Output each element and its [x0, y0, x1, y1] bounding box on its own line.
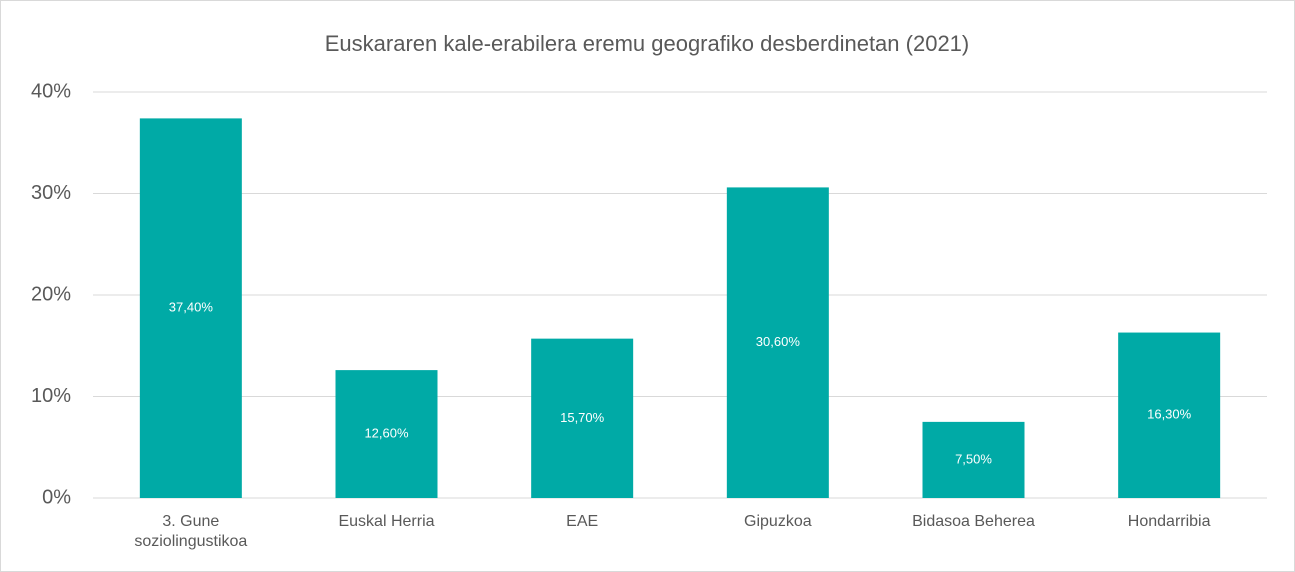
x-tick-label: EAE	[566, 513, 599, 530]
y-tick-label: 20%	[31, 283, 71, 305]
x-tick-label: Hondarribia	[1127, 513, 1211, 530]
data-label: 30,60%	[756, 334, 801, 349]
y-tick-label: 40%	[31, 80, 71, 102]
data-label: 7,50%	[955, 451, 992, 466]
x-tick-label: 3. Gune soziolingustikoa	[134, 513, 248, 550]
data-label: 12,60%	[364, 425, 409, 440]
x-tick-label: Gipuzkoa	[744, 513, 812, 530]
bar	[139, 118, 242, 498]
x-tick-label: Bidasoa Beherea	[912, 513, 1035, 530]
bar	[922, 421, 1025, 498]
chart-title: Euskararen kale-erabilera eremu geografi…	[325, 31, 970, 56]
data-label: 15,70%	[560, 410, 605, 425]
bar	[726, 187, 829, 498]
data-label: 37,40%	[169, 300, 214, 315]
bar	[335, 370, 438, 498]
y-tick-label: 30%	[31, 182, 71, 204]
y-tick-label: 10%	[31, 385, 71, 407]
y-tick-label: 0%	[42, 486, 71, 508]
bar	[531, 338, 634, 498]
bar	[1118, 332, 1221, 498]
data-label: 16,30%	[1147, 407, 1192, 422]
x-tick-label: Euskal Herria	[338, 513, 435, 530]
